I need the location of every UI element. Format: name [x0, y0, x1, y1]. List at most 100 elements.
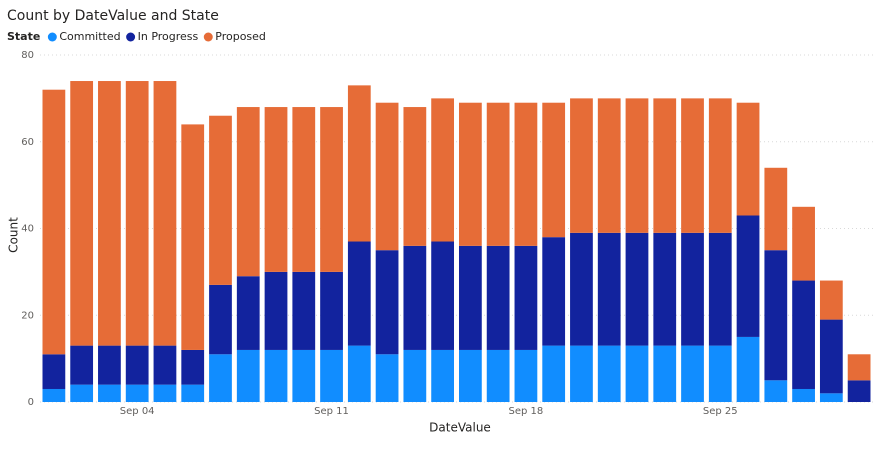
- bar-segment: [347, 85, 371, 242]
- bar-segment: [681, 232, 704, 346]
- x-tick-label: Sep 25: [703, 406, 738, 417]
- bar-segment: [764, 380, 788, 402]
- bar-segment: [514, 102, 538, 246]
- bar-segment: [236, 349, 260, 402]
- bar-segment: [847, 354, 871, 381]
- bar-segment: [625, 98, 649, 233]
- bar-segment: [42, 388, 66, 402]
- bar-segment: [708, 345, 732, 402]
- bar-segment: [847, 380, 871, 402]
- bar-segment: [375, 250, 399, 355]
- bar-segment: [292, 349, 316, 402]
- bar-segment: [514, 245, 538, 350]
- bar-segment: [181, 384, 205, 402]
- bar-segment: [653, 345, 677, 402]
- bar-segment: [403, 107, 427, 246]
- bar-segment: [42, 354, 66, 389]
- y-tick-label: 0: [28, 397, 34, 408]
- bar-segment: [708, 98, 732, 233]
- bar-segment: [209, 354, 232, 402]
- bar-segment: [153, 384, 177, 402]
- bar-segment: [542, 237, 566, 346]
- y-axis-title: Count: [7, 217, 21, 253]
- bar-segment: [653, 98, 677, 233]
- bar-segment: [486, 102, 510, 246]
- legend-swatch: [126, 32, 136, 42]
- bar-segment: [570, 98, 593, 233]
- legend-swatch: [47, 32, 57, 42]
- bar-segment: [236, 107, 260, 277]
- bar-segment: [375, 102, 399, 251]
- bar-segment: [597, 232, 621, 346]
- bar-segment: [736, 215, 760, 337]
- bar-segment: [264, 271, 288, 350]
- x-tick-label: Sep 11: [314, 406, 349, 417]
- bar-segment: [458, 349, 482, 402]
- bar-segment: [458, 245, 482, 350]
- bar-segment: [431, 98, 455, 242]
- bar-segment: [819, 319, 843, 394]
- bar-segment: [431, 349, 455, 402]
- bar-segment: [708, 232, 732, 346]
- bar-segment: [542, 345, 566, 402]
- y-tick-label: 60: [21, 137, 34, 148]
- bar-segment: [514, 349, 538, 402]
- bar-segment: [625, 345, 649, 402]
- chart-title: Count by DateValue and State: [7, 8, 219, 24]
- legend-label: Proposed: [215, 30, 266, 43]
- bar-segment: [431, 241, 455, 350]
- bar-segment: [570, 232, 593, 346]
- bar-segment: [819, 393, 843, 402]
- y-tick-label: 20: [21, 310, 34, 321]
- legend-swatch: [203, 32, 213, 42]
- bar-segment: [320, 349, 343, 402]
- bar-segment: [625, 232, 649, 346]
- legend-label: In Progress: [138, 30, 199, 43]
- bar-segment: [98, 81, 121, 346]
- y-tick-label: 40: [21, 224, 34, 235]
- bar-segment: [792, 388, 815, 402]
- bar-segment: [70, 81, 94, 346]
- bar-segment: [320, 107, 343, 272]
- bar-segment: [375, 354, 399, 402]
- bar-segment: [597, 345, 621, 402]
- bar-segment: [403, 349, 427, 402]
- bar-segment: [486, 349, 510, 402]
- legend-label: Committed: [59, 30, 120, 43]
- x-tick-label: Sep 18: [509, 406, 544, 417]
- bar-segment: [792, 280, 815, 389]
- bar-segment: [320, 271, 343, 350]
- bar-segment: [764, 250, 788, 381]
- bar-segment: [792, 206, 815, 281]
- bar-segment: [292, 271, 316, 350]
- bar-segment: [70, 384, 94, 402]
- bar-segment: [597, 98, 621, 233]
- bar-segment: [209, 115, 232, 285]
- bar-segment: [70, 345, 94, 385]
- x-axis-title: DateValue: [429, 421, 491, 435]
- bar-segment: [403, 245, 427, 350]
- bar-segment: [98, 345, 121, 385]
- bar-segment: [181, 349, 205, 385]
- legend-title: State: [7, 30, 40, 43]
- bar-segment: [236, 276, 260, 350]
- bar-segment: [264, 107, 288, 272]
- bar-segment: [681, 345, 704, 402]
- bar-segment: [347, 241, 371, 346]
- bar-segment: [542, 102, 566, 238]
- x-tick-label: Sep 04: [120, 406, 155, 417]
- bar-segment: [181, 124, 205, 350]
- bar-segment: [209, 284, 232, 355]
- bar-segment: [125, 384, 149, 402]
- bar-segment: [153, 81, 177, 346]
- bar-segment: [98, 384, 121, 402]
- bar-segment: [653, 232, 677, 346]
- bar-segment: [458, 102, 482, 246]
- bar-segment: [125, 81, 149, 346]
- bar-segment: [264, 349, 288, 402]
- bar-segment: [486, 245, 510, 350]
- bar-segment: [764, 167, 788, 251]
- bar-segment: [819, 280, 843, 320]
- bar-segment: [292, 107, 316, 272]
